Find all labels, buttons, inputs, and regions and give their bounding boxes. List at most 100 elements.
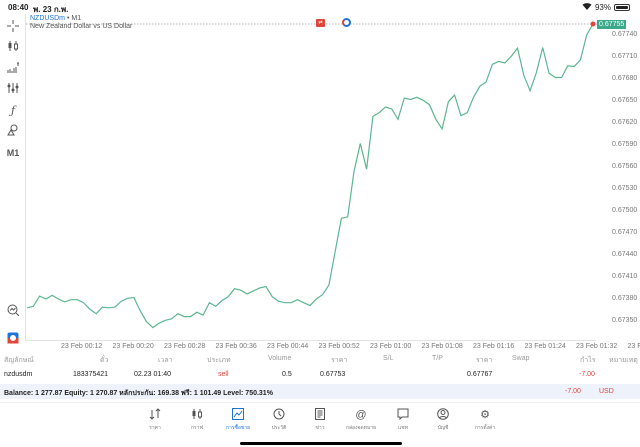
price-tick: 0.67620 bbox=[612, 119, 638, 126]
status-time: 08:40 bbox=[8, 3, 29, 12]
nav-settings[interactable]: ⚙ การตั้งค่า bbox=[465, 408, 505, 432]
zoom-chart-icon[interactable] bbox=[4, 302, 22, 318]
time-tick: 23 Feb 01:00 bbox=[370, 343, 412, 350]
price-line bbox=[26, 21, 597, 329]
nav-chat[interactable]: แชท bbox=[383, 408, 423, 432]
battery-percent: 93% bbox=[594, 2, 611, 12]
chart-toolbar: ƒ M1 bbox=[0, 14, 26, 344]
time-tick: 23 Feb 01:24 bbox=[524, 343, 566, 350]
time-tick: 23 Feb 00:28 bbox=[164, 343, 206, 350]
nav-history[interactable]: ประวัติ bbox=[259, 408, 299, 432]
price-tick: 0.67680 bbox=[612, 75, 638, 82]
col-open-price[interactable]: ราคา bbox=[331, 357, 348, 364]
battery-icon bbox=[614, 3, 630, 11]
price-tick: 0.67380 bbox=[612, 295, 638, 302]
nav-trade[interactable]: การซื้อขาย bbox=[218, 408, 258, 432]
col-swap[interactable]: Swap bbox=[512, 355, 530, 362]
timeframe-label: M1 bbox=[71, 15, 82, 22]
time-tick: 23 Feb 00:12 bbox=[61, 343, 103, 350]
chat-icon bbox=[383, 408, 423, 422]
balance-bar: Balance: 1 277.87 Equity: 1 270.87 หลักป… bbox=[0, 384, 640, 399]
col-ticket[interactable]: ตั๋ว bbox=[100, 357, 109, 364]
mailbox-icon: @ bbox=[355, 409, 367, 421]
col-sl[interactable]: S/L bbox=[383, 355, 394, 362]
cell-open-price: 0.67753 bbox=[320, 371, 346, 378]
time-tick: 23 Feb 00:36 bbox=[215, 343, 257, 350]
crosshair-icon[interactable] bbox=[4, 18, 22, 34]
table-header: สัญลักษณ์ ตั๋ว เวลา ประเภท Volume ราคา S… bbox=[0, 352, 640, 366]
nav-mailbox[interactable]: @ กล่องจดหมาย bbox=[341, 408, 381, 432]
price-tick: 0.67590 bbox=[612, 141, 638, 148]
col-profit[interactable]: กำไร bbox=[580, 357, 596, 364]
candlestick-icon[interactable] bbox=[4, 38, 22, 54]
settings-sliders-icon[interactable] bbox=[4, 80, 22, 96]
cell-symbol: nzdusdm bbox=[4, 371, 33, 378]
position-marker-icon[interactable] bbox=[342, 18, 351, 27]
current-price-tag: 0.67755 bbox=[597, 20, 627, 29]
gear-icon: ⚙ bbox=[480, 409, 490, 421]
symbol-name: NZDUSDm bbox=[30, 15, 65, 22]
status-right: 93% bbox=[582, 2, 630, 12]
quotes-icon bbox=[135, 408, 175, 422]
price-tick: 0.67650 bbox=[612, 97, 638, 104]
timeframe-button[interactable]: M1 bbox=[6, 148, 20, 158]
time-tick: 23 Feb 01:16 bbox=[473, 343, 515, 350]
price-tick: 0.67560 bbox=[612, 163, 638, 170]
trade-icon bbox=[218, 408, 258, 422]
history-icon bbox=[259, 408, 299, 422]
cell-profit: -7.00 bbox=[579, 371, 595, 378]
cell-volume: 0.5 bbox=[282, 371, 292, 378]
indicators-icon[interactable] bbox=[4, 60, 22, 76]
col-volume[interactable]: Volume bbox=[268, 355, 292, 362]
account-summary: Balance: 1 277.87 Equity: 1 270.87 หลักป… bbox=[4, 390, 273, 397]
wifi-icon bbox=[582, 2, 592, 12]
price-tick: 0.67410 bbox=[612, 273, 638, 280]
price-tick: 0.67470 bbox=[612, 229, 638, 236]
time-tick: 23 Feb 01:32 bbox=[576, 343, 618, 350]
chart-icon bbox=[177, 408, 217, 422]
bottom-nav: ราคา กราฟ การซื้อขาย ประวัติ ข่าว @ กล่อ… bbox=[0, 402, 640, 447]
separator: • bbox=[66, 15, 70, 22]
table-row[interactable]: nzdusdm 183375421 02.23 01:40 sell 0.5 0… bbox=[0, 368, 640, 382]
col-type[interactable]: ประเภท bbox=[207, 357, 231, 364]
order-marker-icon[interactable]: ⇄ bbox=[316, 19, 325, 27]
price-tick: 0.67740 bbox=[612, 31, 638, 38]
nav-news[interactable]: ข่าว bbox=[300, 408, 340, 432]
price-tick: 0.67500 bbox=[612, 207, 638, 214]
price-tick: 0.67350 bbox=[612, 317, 638, 324]
time-tick: 23 Feb 01:40 bbox=[627, 343, 640, 350]
news-icon bbox=[300, 408, 340, 422]
cell-ticket: 183375421 bbox=[73, 371, 109, 378]
time-tick: 23 Feb 01:08 bbox=[421, 343, 463, 350]
status-date: พ. 23 ก.พ. bbox=[33, 5, 69, 14]
price-tick: 0.67710 bbox=[612, 53, 638, 60]
objects-icon[interactable] bbox=[4, 122, 22, 138]
time-tick: 23 Feb 00:52 bbox=[318, 343, 360, 350]
nav-quotes[interactable]: ราคา bbox=[135, 408, 175, 432]
nav-account[interactable]: บัญชี bbox=[423, 408, 463, 432]
cell-time: 02.23 01:40 bbox=[134, 371, 171, 378]
price-tick: 0.67530 bbox=[612, 185, 638, 192]
time-axis[interactable]: 23 Feb 00:12 23 Feb 00:20 23 Feb 00:28 23 F… bbox=[25, 342, 640, 352]
col-comment[interactable]: หมายเหตุ bbox=[609, 357, 638, 364]
home-indicator[interactable] bbox=[240, 442, 402, 445]
total-profit: -7.00 bbox=[565, 388, 581, 395]
status-bar: 08:40 พ. 23 ก.พ. 93% bbox=[0, 0, 640, 14]
cell-type: sell bbox=[218, 371, 229, 378]
col-symbol[interactable]: สัญลักษณ์ bbox=[4, 357, 34, 364]
col-tp[interactable]: T/P bbox=[432, 355, 443, 362]
cell-current-price: 0.67767 bbox=[467, 371, 493, 378]
col-time[interactable]: เวลา bbox=[158, 357, 173, 364]
currency: USD bbox=[599, 388, 614, 395]
nav-chart[interactable]: กราฟ bbox=[177, 408, 217, 432]
account-icon bbox=[423, 408, 463, 422]
function-icon[interactable]: ƒ bbox=[10, 103, 16, 117]
price-tick: 0.67440 bbox=[612, 251, 638, 258]
col-current-price[interactable]: ราคา bbox=[476, 357, 493, 364]
price-axis[interactable]: 0.67740 0.67710 0.67680 0.67650 0.67620 0.675… bbox=[597, 14, 640, 344]
symbol-description: New Zealand Dollar vs US Dollar bbox=[30, 23, 133, 30]
price-chart[interactable]: ⇄ bbox=[25, 14, 597, 341]
chart-symbol[interactable]: NZDUSDm • M1 bbox=[30, 15, 81, 22]
one-click-trading-icon[interactable] bbox=[4, 330, 22, 346]
time-tick: 23 Feb 00:20 bbox=[112, 343, 154, 350]
